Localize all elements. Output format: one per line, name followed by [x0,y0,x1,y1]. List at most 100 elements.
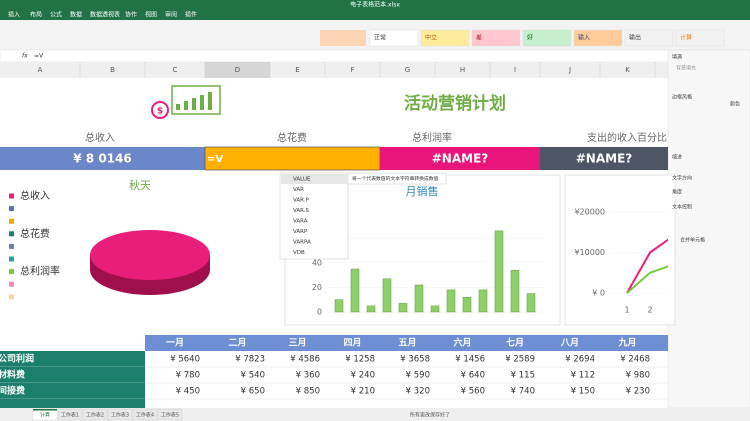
icon [176,92,212,110]
bar [430,305,440,313]
month-header: 八月 [560,338,579,349]
column-letter: B [110,66,115,74]
legend-swatch [9,294,14,300]
sheet-title: 活动营销计划 [404,93,506,114]
month-header: 六月 [453,337,471,349]
legend-swatch [9,193,14,199]
table-cell: ¥ 590 [406,371,430,381]
tab-active [33,409,57,411]
y-tick-label: 20 [312,283,322,292]
row-label: 材料费 [0,369,25,381]
panel-label: 文字方向 [672,175,692,182]
bar [382,278,392,313]
y-tick-label: 40 [312,258,322,267]
line [626,265,668,294]
table-cell: ¥ 115 [511,371,535,381]
tab [57,408,83,421]
month-header: 四月 [343,338,361,349]
table-cell: ¥ 3658 [400,355,430,365]
table-cell: ¥ 2468 [620,355,650,365]
row-label-cell [0,399,145,408]
menu-item: 插件 [185,11,197,19]
kpi-cell [540,147,668,170]
tab-label: 工作表2 [86,412,104,419]
bar [414,284,424,313]
column-header [0,62,668,78]
row-label-cell [0,383,145,399]
y-tick-label: 0 [317,308,322,317]
formula-bar [0,49,750,63]
pie-title: 秋天 [129,178,151,192]
legend-swatch [9,218,14,224]
legend-label: 总收入 [20,189,50,202]
table-header [145,335,668,351]
column-letter: K [625,66,630,74]
menu-item: 协作 [125,11,137,19]
menu-item: 审阅 [165,11,177,19]
tab-label: 工作表4 [136,412,154,419]
kpi-label: 支出的收入百分比 [587,131,667,144]
table-cell: ¥ 4586 [290,355,320,365]
kpi-value: #NAME? [432,152,489,166]
y-tick-label: ¥20000 [574,208,605,217]
panel-label: 文本控制 [672,204,692,211]
kpi-cell [204,146,381,171]
pie-top [90,230,210,280]
column-letter: H [460,66,465,74]
autocomplete-item: VAR.P [293,198,310,204]
column-letter: G [405,66,410,74]
tab-bar [0,408,750,421]
menu-item: 数据 [70,11,82,19]
table-cell: ¥ 740 [511,387,535,397]
tab [82,408,108,421]
table-cell: ¥ 650 [241,387,265,397]
y-tick-label: ¥10000 [574,248,605,257]
menu-item: 布局 [30,11,42,19]
tab-label: 计算 [40,412,50,419]
formula-content: =V [34,53,44,60]
month-header: 二月 [228,338,246,349]
bar [398,303,408,313]
autocomplete-item: VARPA [293,240,311,246]
style-label: 中立 [425,34,437,42]
line [626,238,668,294]
style-label: 差 [476,34,482,42]
style-box [573,29,623,47]
column-letter: D [235,66,240,74]
tab-label: 工作表1 [61,412,79,419]
table-cell: ¥ 1258 [345,355,375,365]
table-cell: ¥ 240 [351,371,375,381]
bar [350,268,360,313]
table-cell: ¥ 1456 [455,355,485,365]
table-cell: ¥ 450 [176,387,200,397]
table-cell: ¥ 210 [351,387,375,397]
bar [462,297,472,313]
column-letter: I [514,66,516,74]
legend-label: 总利润率 [20,265,60,278]
table-cell: ¥ 150 [571,387,595,397]
table-cell: ¥ 2589 [505,355,535,365]
table-cell: ¥ 640 [461,371,485,381]
file-name: 电子表格范本.xlsx [350,1,400,9]
autocomplete-item: VDB [293,250,305,256]
style-label: 计算 [680,34,692,42]
legend-swatch [9,256,14,262]
kpi-cell [0,147,205,170]
menu-item: 数据透视表 [90,11,120,19]
icon: $ [157,107,163,117]
bar [446,289,456,313]
style-label: 正常 [374,34,386,42]
fx-label: fx [22,53,28,60]
line-chart [626,238,668,294]
panel-label: 合并单元格 [680,237,705,244]
panel-label: 边框风格 [672,94,692,101]
column-letter: A [38,66,43,74]
tooltip-text: 将一个代表数值的文本字符串转换成数值 [352,175,439,182]
style-box [624,29,674,47]
row-label-cell [0,367,145,383]
panel-label: 背景填充 [676,65,696,72]
kpi-cell [380,147,540,170]
style-label: 输出 [629,34,641,42]
